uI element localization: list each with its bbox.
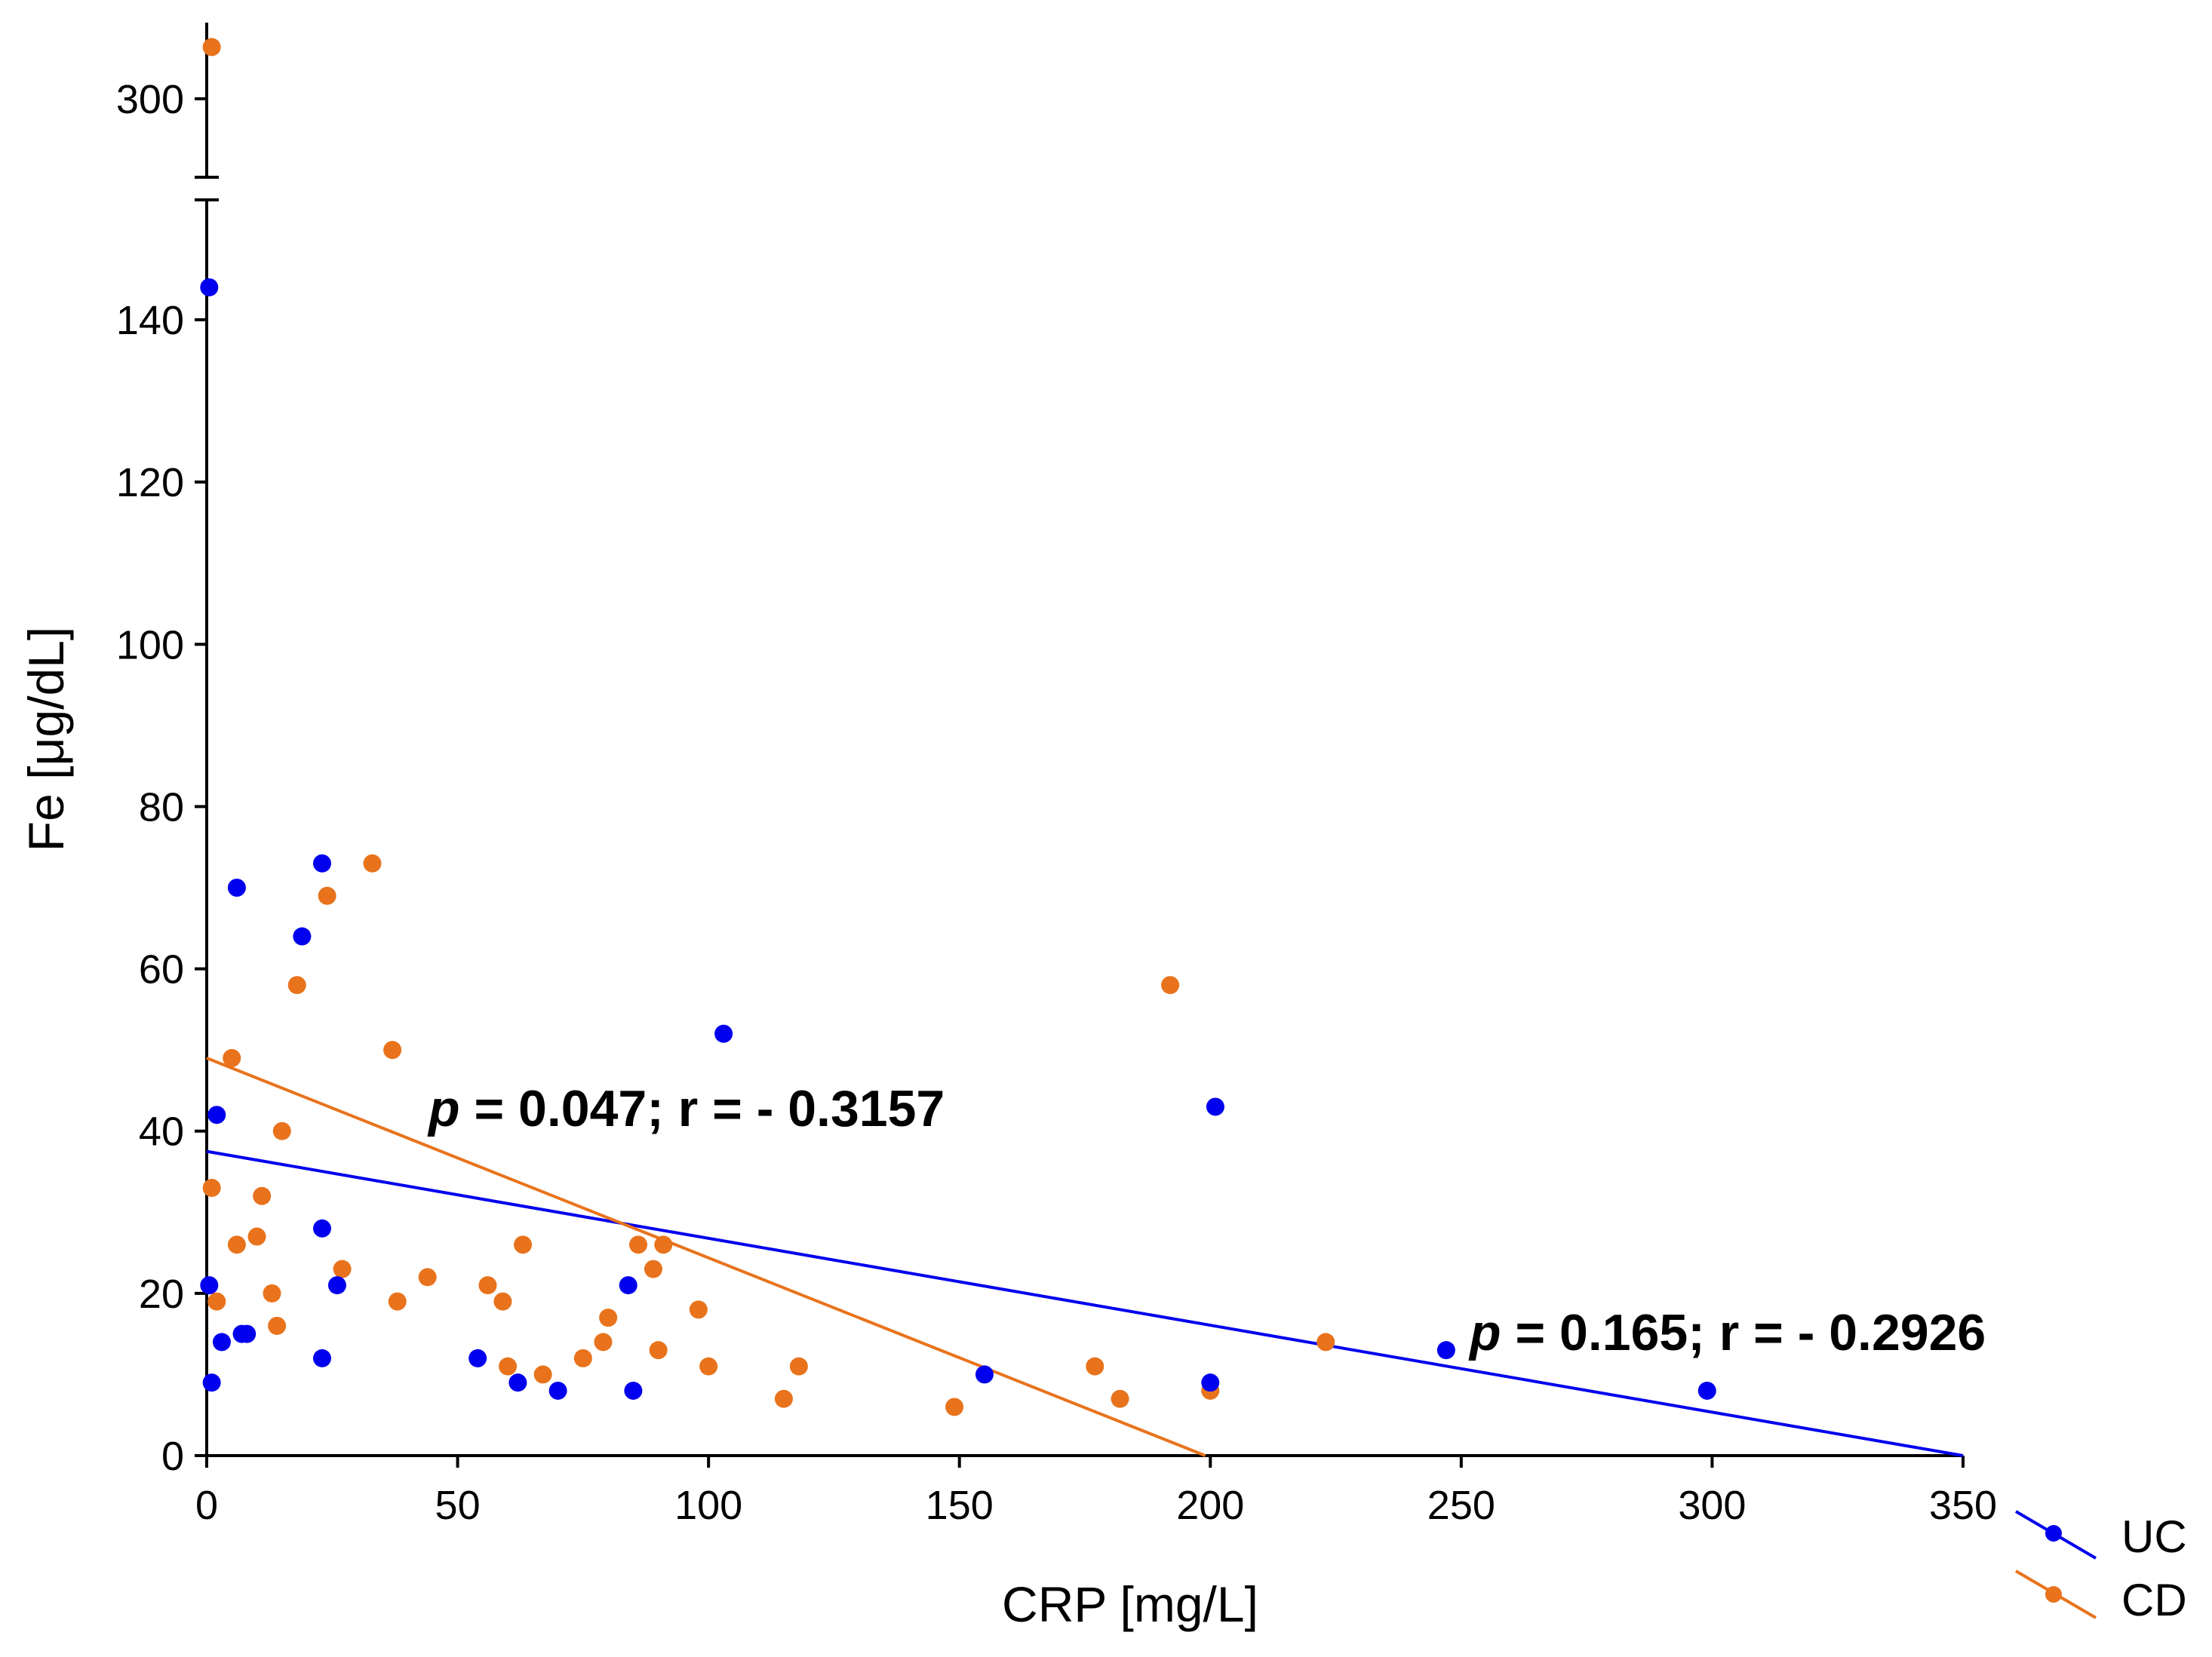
uc-data-point <box>207 1106 226 1125</box>
uc-data-point <box>1436 1341 1455 1360</box>
cd-data-point <box>202 38 221 57</box>
uc-data-point <box>714 1024 733 1043</box>
cd-data-point <box>649 1341 668 1360</box>
cd-data-point <box>318 886 336 905</box>
legend-uc-marker <box>2045 1525 2062 1542</box>
uc-data-point <box>508 1373 527 1392</box>
cd-data-point <box>774 1389 793 1408</box>
cd-trend-line <box>206 1057 1206 1457</box>
uc-data-point <box>619 1276 637 1295</box>
x-axis-title: CRP [mg/L] <box>1002 1576 1258 1632</box>
cd-data-point <box>272 1122 291 1140</box>
cd-data-point <box>1161 976 1180 995</box>
cd-data-point <box>514 1235 533 1254</box>
cd-data-point <box>363 854 382 873</box>
uc-p-symbol: p <box>1468 1304 1501 1361</box>
uc-data-point <box>624 1381 643 1400</box>
uc-data-point <box>200 1276 219 1295</box>
uc-data-point <box>1206 1097 1224 1116</box>
cd-data-point <box>1316 1333 1335 1352</box>
cd-data-point <box>333 1260 352 1278</box>
x-tick-label: 200 <box>1176 1483 1244 1528</box>
uc-data-point <box>1201 1373 1220 1392</box>
cd-stats-text: = 0.047; r = - 0.3157 <box>460 1080 945 1137</box>
y-ticks: 0 20 40 60 80 100 120 140 300 <box>116 77 207 1479</box>
cd-data-point <box>418 1268 437 1287</box>
uc-data-point <box>212 1333 231 1352</box>
legend-uc-label: UC <box>2121 1511 2187 1562</box>
cd-data-point <box>689 1300 708 1319</box>
y-tick-label: 300 <box>116 77 184 122</box>
uc-data-point <box>200 278 219 296</box>
cd-data-point <box>644 1260 662 1278</box>
x-tick-label: 350 <box>1929 1483 1997 1528</box>
y-tick-label: 80 <box>139 784 184 830</box>
uc-data-point <box>238 1324 257 1343</box>
cd-data-point <box>287 976 306 995</box>
x-tick-label: 250 <box>1427 1483 1495 1528</box>
x-ticks: 0 50 100 150 200 250 300 350 <box>195 1456 1997 1528</box>
uc-data-point <box>975 1365 994 1384</box>
cd-data-point <box>268 1316 287 1335</box>
cd-data-point <box>533 1365 552 1384</box>
cd-data-point <box>253 1186 272 1205</box>
x-tick-label: 300 <box>1678 1483 1746 1528</box>
trend-lines <box>206 1057 1964 1457</box>
data-points <box>200 38 1716 1416</box>
uc-data-point <box>227 879 246 897</box>
cd-data-point <box>945 1398 964 1416</box>
x-tick-label: 0 <box>195 1483 218 1528</box>
cd-data-point <box>499 1357 518 1376</box>
cd-data-point <box>263 1284 281 1303</box>
uc-data-point <box>469 1349 487 1367</box>
cd-data-point <box>202 1179 221 1198</box>
cd-data-point <box>247 1227 266 1246</box>
cd-data-point <box>599 1309 618 1327</box>
cd-data-point <box>789 1357 808 1376</box>
y-tick-label: 40 <box>139 1109 184 1155</box>
y-tick-label: 120 <box>116 460 184 505</box>
cd-data-point <box>1111 1389 1129 1408</box>
uc-data-point <box>312 1349 331 1367</box>
y-tick-label: 140 <box>116 298 184 343</box>
y-tick-label: 0 <box>161 1434 184 1479</box>
cd-data-point <box>629 1235 648 1254</box>
legend-cd-marker <box>2045 1586 2062 1603</box>
cd-data-point <box>207 1292 226 1311</box>
uc-data-point <box>548 1381 567 1400</box>
uc-data-point <box>312 1219 331 1238</box>
x-tick-label: 100 <box>674 1483 742 1528</box>
uc-correlation-annotation: p = 0.165; r = - 0.2926 <box>1468 1304 1986 1361</box>
cd-data-point <box>223 1048 241 1067</box>
cd-data-point <box>493 1292 512 1311</box>
y-tick-label: 60 <box>139 947 184 993</box>
cd-data-point <box>573 1349 592 1367</box>
legend-cd-label: CD <box>2121 1575 2187 1625</box>
uc-data-point <box>327 1276 346 1295</box>
cd-data-point <box>699 1357 718 1376</box>
x-tick-label: 50 <box>435 1483 481 1528</box>
cd-data-point <box>654 1235 673 1254</box>
cd-data-point <box>1086 1357 1104 1376</box>
cd-data-point <box>227 1235 246 1254</box>
uc-data-point <box>293 927 312 946</box>
uc-trend-line <box>206 1149 1964 1457</box>
cd-correlation-annotation: p = 0.047; r = - 0.3157 <box>427 1080 945 1137</box>
uc-stats-text: = 0.165; r = - 0.2926 <box>1501 1304 1986 1361</box>
cd-data-point <box>478 1276 497 1295</box>
legend: UC CD <box>2014 1510 2187 1625</box>
cd-data-point <box>388 1292 407 1311</box>
uc-data-point <box>1697 1381 1716 1400</box>
uc-data-point <box>202 1373 221 1392</box>
y-tick-label: 20 <box>139 1272 184 1317</box>
uc-data-point <box>312 854 331 873</box>
x-tick-label: 150 <box>926 1483 994 1528</box>
cd-data-point <box>383 1041 402 1060</box>
y-tick-label: 100 <box>116 622 184 667</box>
cd-data-point <box>594 1333 613 1352</box>
y-axis-title: Fe [μg/dL] <box>18 627 74 852</box>
cd-p-symbol: p <box>427 1080 460 1137</box>
